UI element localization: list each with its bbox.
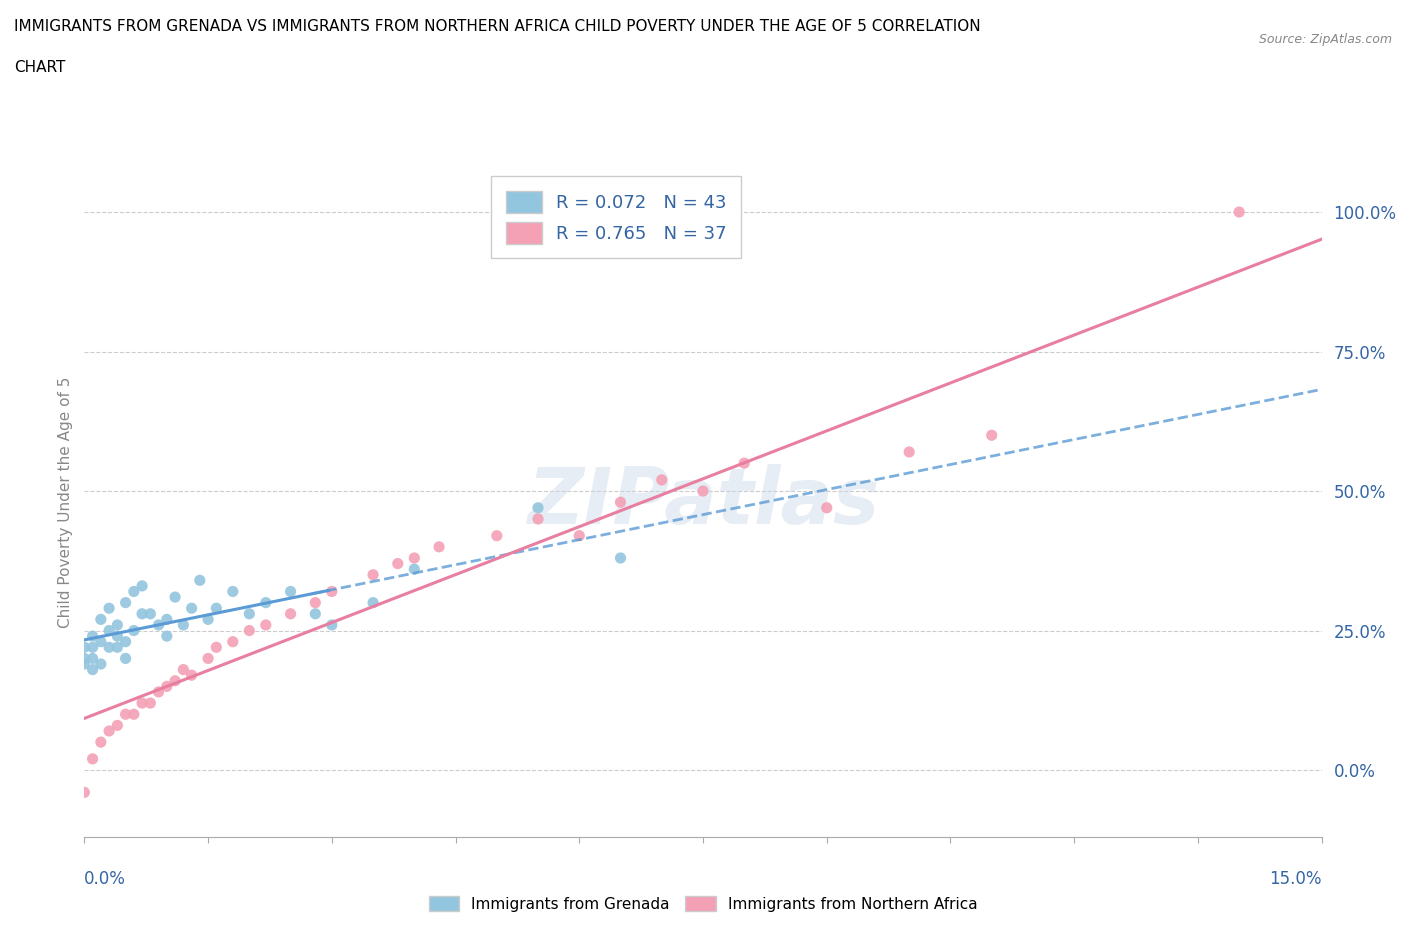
Point (114, 651, 136, 666)
Point (692, 484, 714, 498)
Point (387, 556, 409, 571)
Point (156, 679, 179, 694)
Point (122, 623, 145, 638)
Point (139, 606, 162, 621)
Point (527, 500, 550, 515)
Point (122, 707, 145, 722)
Point (304, 595, 326, 610)
Point (131, 696, 153, 711)
Point (139, 696, 162, 711)
Point (131, 606, 153, 621)
Point (98, 640, 121, 655)
Point (105, 629, 128, 644)
Point (82, 640, 104, 655)
Point (321, 618, 343, 632)
Point (304, 606, 326, 621)
Text: 0.0%: 0.0% (84, 870, 127, 887)
Point (98, 601, 121, 616)
Text: Source: ZipAtlas.com: Source: ZipAtlas.com (1258, 33, 1392, 46)
Point (98, 623, 121, 638)
Text: 15.0%: 15.0% (1270, 870, 1322, 887)
Point (197, 612, 219, 627)
Point (361, 595, 384, 610)
Point (114, 634, 136, 649)
Point (82, 651, 104, 666)
Point (156, 612, 179, 627)
Point (568, 528, 591, 543)
Point (280, 606, 302, 621)
Point (1227, 205, 1250, 219)
Point (90, 657, 112, 671)
Point (90, 735, 112, 750)
Point (105, 718, 128, 733)
Point (172, 662, 194, 677)
Point (180, 601, 202, 616)
Point (222, 584, 245, 599)
Point (165, 590, 187, 604)
Point (180, 668, 202, 683)
Point (114, 595, 136, 610)
Point (280, 584, 302, 599)
Point (254, 595, 277, 610)
Point (188, 573, 211, 588)
Point (114, 707, 136, 722)
Point (485, 528, 508, 543)
Point (148, 618, 170, 632)
Point (197, 651, 219, 666)
Point (82, 629, 104, 644)
Point (527, 512, 550, 526)
Point (73, 785, 96, 800)
Point (73, 651, 96, 666)
Text: IMMIGRANTS FROM GRENADA VS IMMIGRANTS FROM NORTHERN AFRICA CHILD POVERTY UNDER T: IMMIGRANTS FROM GRENADA VS IMMIGRANTS FR… (14, 19, 981, 33)
Text: ZIPatlas: ZIPatlas (527, 464, 879, 540)
Legend: R = 0.072   N = 43, R = 0.765   N = 37: R = 0.072 N = 43, R = 0.765 N = 37 (491, 177, 741, 259)
Y-axis label: Child Poverty Under the Age of 5: Child Poverty Under the Age of 5 (58, 377, 73, 628)
Point (131, 578, 153, 593)
Point (238, 623, 260, 638)
Point (122, 584, 145, 599)
Point (609, 495, 631, 510)
Point (98, 724, 121, 738)
Point (82, 751, 104, 766)
Point (156, 629, 179, 644)
Legend: Immigrants from Grenada, Immigrants from Northern Africa: Immigrants from Grenada, Immigrants from… (422, 889, 984, 918)
Point (404, 551, 426, 565)
Point (73, 640, 96, 655)
Point (980, 428, 1002, 443)
Point (733, 456, 755, 471)
Point (90, 612, 112, 627)
Point (172, 618, 194, 632)
Point (238, 606, 260, 621)
Point (651, 472, 673, 487)
Point (105, 618, 128, 632)
Point (165, 673, 187, 688)
Point (90, 634, 112, 649)
Point (427, 539, 450, 554)
Point (82, 662, 104, 677)
Point (609, 551, 631, 565)
Point (321, 584, 343, 599)
Text: CHART: CHART (14, 60, 66, 75)
Point (404, 562, 426, 577)
Point (361, 567, 384, 582)
Point (205, 640, 228, 655)
Point (73, 657, 96, 671)
Point (898, 445, 921, 459)
Point (105, 640, 128, 655)
Point (815, 500, 838, 515)
Point (222, 634, 245, 649)
Point (254, 618, 277, 632)
Point (148, 684, 170, 699)
Point (205, 601, 228, 616)
